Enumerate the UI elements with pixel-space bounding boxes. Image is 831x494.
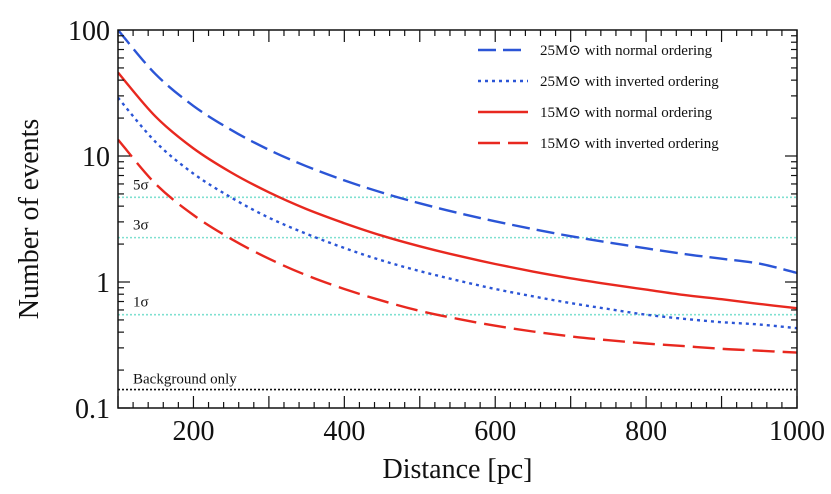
legend-label-0: 25M⊙ with normal ordering	[540, 43, 713, 59]
axis-ticks	[117, 30, 798, 409]
x-tick-label: 400	[323, 416, 365, 447]
sigma-label-0: 5σ	[133, 177, 149, 193]
series-lines	[118, 30, 797, 354]
plot-frame	[117, 29, 798, 409]
series-line-3	[118, 138, 797, 354]
y-tick-label: 100	[68, 16, 110, 47]
sigma-label-2: 1σ	[133, 295, 149, 311]
legend-label-2: 15M⊙ with normal ordering	[540, 105, 713, 121]
plot-border	[117, 29, 798, 409]
x-axis-title: Distance [pc]	[382, 454, 532, 485]
series-line-2	[118, 71, 797, 310]
series-line-1	[118, 96, 797, 330]
legend-label-3: 15M⊙ with inverted ordering	[540, 136, 719, 152]
x-tick-label: 200	[172, 416, 214, 447]
y-tick-label: 0.1	[75, 394, 110, 425]
x-tick-label: 800	[625, 416, 667, 447]
background-only-label: Background only	[133, 372, 237, 388]
series-line-0	[118, 30, 797, 275]
y-tick-label: 1	[96, 268, 110, 299]
y-axis-title: Number of events	[14, 119, 45, 320]
x-tick-label: 1000	[769, 416, 825, 447]
y-tick-label: 10	[82, 142, 110, 173]
axis-labels: 200 400 600 800 1000 0.1 1 10 100 Distance [pc] Nu…	[14, 16, 825, 485]
x-tick-label: 600	[474, 416, 516, 447]
sigma-label-1: 3σ	[133, 218, 149, 234]
legend-label-1: 25M⊙ with inverted ordering	[540, 74, 719, 90]
legend: 25M⊙ with normal ordering 25M⊙ with inver…	[478, 43, 719, 152]
